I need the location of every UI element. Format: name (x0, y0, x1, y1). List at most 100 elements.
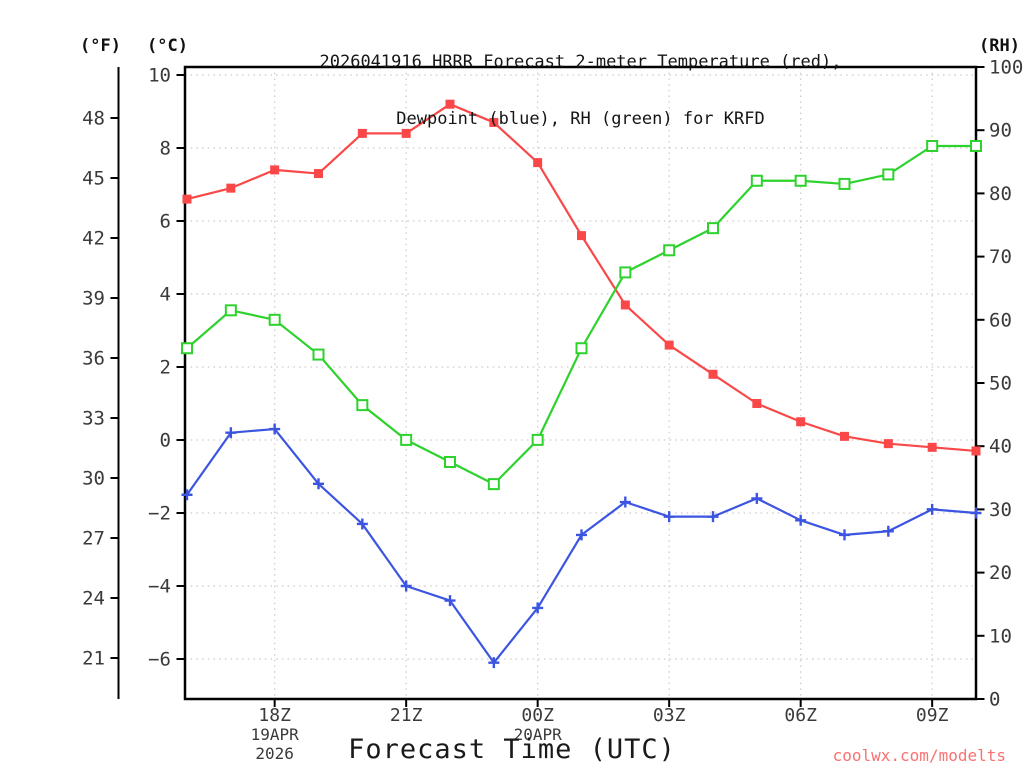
fahrenheit-tick-label: 21 (82, 648, 105, 670)
x-axis-title: Forecast Time (UTC) (348, 734, 676, 765)
rh-marker (750, 174, 763, 187)
rh-tick-label: 10 (989, 625, 1012, 647)
rh-tick-label: 90 (989, 120, 1012, 142)
rh-marker (970, 140, 982, 152)
fahrenheit-axis: 48 45 42 39 36 33 30 27 24 21 (82, 67, 120, 699)
dewpoint-marker (269, 423, 281, 435)
fahrenheit-tick-label: 24 (82, 588, 105, 610)
temperature-marker (357, 128, 367, 138)
dewpoint-marker (576, 529, 587, 541)
dewpoint-marker (970, 507, 982, 519)
rh-marker (882, 168, 895, 181)
temperature-marker (708, 369, 718, 379)
rh-axis-unit-label: (RH) (979, 36, 1020, 56)
chart-title-line2: Dewpoint (blue), RH (green) for KRFD (396, 109, 765, 129)
temperature-marker (840, 431, 849, 441)
celsius-tick-label: 4 (160, 284, 171, 306)
rh-line (186, 144, 976, 486)
plot-border (183, 65, 978, 701)
celsius-tick-label: −2 (148, 503, 171, 525)
dewpoint-marker (444, 595, 456, 607)
dewpoint-marker (313, 478, 324, 490)
celsius-tick-label: 6 (160, 211, 171, 233)
fahrenheit-tick-label: 48 (82, 108, 105, 130)
celsius-tick-label: 10 (148, 65, 171, 87)
fahrenheit-tick-label: 39 (82, 288, 105, 310)
dewpoint-marker (356, 518, 368, 530)
fahrenheit-tick-label: 33 (82, 408, 105, 430)
fahrenheit-tick-label: 27 (82, 528, 105, 550)
dewpoint-line (186, 427, 977, 664)
series-rh (181, 140, 982, 491)
celsius-tick-label: −4 (148, 576, 171, 598)
rh-marker (356, 399, 369, 412)
rh-marker (444, 456, 456, 468)
celsius-axis: 10 8 6 4 2 0 −2 −4 −6 (148, 65, 185, 671)
rh-marker (487, 478, 500, 491)
dewpoint-marker (926, 503, 938, 515)
rh-tick-label: 0 (989, 689, 1000, 711)
rh-marker (794, 174, 807, 187)
rh-tick-label: 80 (989, 183, 1012, 205)
rh-marker (224, 304, 237, 317)
rh-tick-label: 50 (989, 373, 1012, 395)
dewpoint-marker (795, 514, 807, 526)
rh-marker (707, 222, 719, 235)
x-tick-label: 06Z (784, 705, 817, 726)
chart-title-line1: 2026041916 HRRR Forecast 2-meter Tempera… (319, 52, 842, 72)
rh-marker (663, 244, 676, 257)
rh-marker (575, 342, 588, 355)
x-tick-label: 09Z (916, 705, 949, 726)
rh-marker (181, 342, 193, 355)
temperature-marker (314, 169, 323, 179)
rh-tick-label: 70 (989, 246, 1012, 268)
temperature-marker (971, 446, 981, 456)
temperature-marker (883, 439, 893, 449)
dewpoint-marker (225, 427, 237, 439)
dewpoint-marker (532, 602, 544, 614)
temperature-marker (226, 183, 236, 193)
dewpoint-marker (619, 496, 631, 508)
rh-marker (312, 348, 325, 361)
fahrenheit-axis-unit-label: (°F) (80, 36, 121, 56)
rh-tick-label: 100 (989, 57, 1023, 79)
temperature-marker (796, 417, 806, 427)
rh-marker (926, 140, 939, 152)
celsius-tick-label: 8 (160, 138, 171, 160)
temperature-marker (664, 340, 674, 350)
dewpoint-marker (882, 525, 894, 537)
fahrenheit-tick-label: 45 (82, 168, 105, 190)
celsius-tick-label: 2 (160, 357, 171, 379)
rh-marker (400, 433, 413, 446)
dewpoint-marker (751, 492, 763, 504)
temperature-marker (401, 128, 411, 138)
temperature-marker (927, 442, 937, 452)
temperature-marker (577, 231, 586, 241)
celsius-tick-label: −6 (148, 649, 171, 671)
rh-marker (619, 266, 632, 279)
rh-tick-label: 20 (989, 562, 1012, 584)
dewpoint-marker (707, 511, 719, 523)
rh-marker (531, 433, 544, 446)
temperature-marker (182, 194, 192, 204)
fahrenheit-tick-label: 30 (82, 468, 105, 490)
chart-title: 2026041916 HRRR Forecast 2-meter Tempera… (185, 15, 976, 167)
temperature-marker (489, 117, 499, 127)
dewpoint-marker (488, 657, 500, 669)
x-tick-label: 21Z (390, 705, 423, 726)
dewpoint-marker (181, 489, 193, 501)
x-tick-label: 03Z (653, 705, 686, 726)
watermark-link[interactable]: coolwx.com/modelts (832, 746, 1006, 765)
temperature-marker (533, 158, 543, 168)
x-date-label: 20APR (514, 725, 563, 744)
celsius-axis-unit-label: (°C) (147, 36, 188, 56)
temperature-marker (620, 300, 630, 310)
x-tick-label: 00Z (521, 705, 554, 726)
dewpoint-marker (839, 529, 850, 541)
fahrenheit-tick-label: 42 (82, 228, 105, 250)
x-tick-label: 18Z (258, 705, 291, 726)
temperature-marker (752, 399, 762, 408)
